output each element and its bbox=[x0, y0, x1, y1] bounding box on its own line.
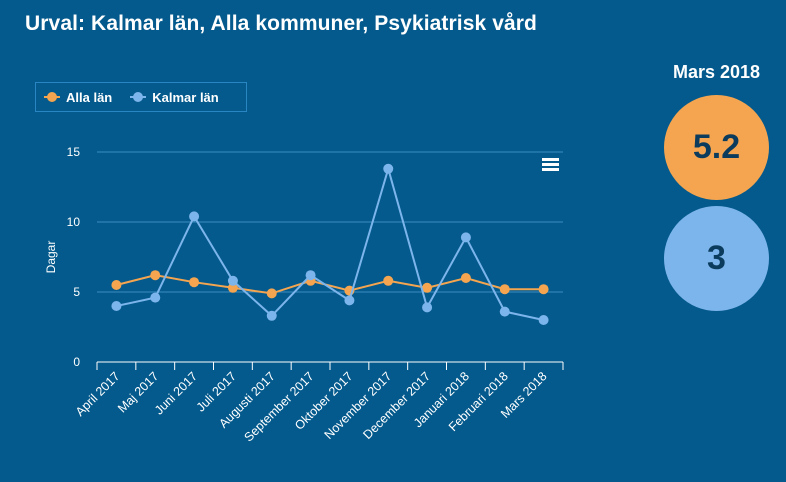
data-point-1 bbox=[227, 275, 238, 286]
y-tick-label: 10 bbox=[67, 215, 81, 229]
data-point-0 bbox=[422, 282, 433, 293]
legend-item-alla-lan[interactable]: Alla län bbox=[44, 90, 112, 105]
data-point-0 bbox=[266, 288, 277, 299]
data-point-1 bbox=[344, 295, 355, 306]
series-line-1 bbox=[116, 165, 544, 321]
data-point-1 bbox=[499, 306, 510, 317]
data-point-0 bbox=[150, 270, 161, 281]
legend-label-kalmar-lan: Kalmar län bbox=[152, 89, 219, 105]
data-point-0 bbox=[538, 284, 549, 295]
data-point-1 bbox=[538, 315, 549, 325]
legend-label-alla-lan: Alla län bbox=[66, 89, 113, 105]
data-point-0 bbox=[460, 273, 471, 283]
chart-legend: Alla län Kalmar län bbox=[35, 82, 247, 112]
page-title: Urval: Kalmar län, Alla kommuner, Psykia… bbox=[25, 12, 537, 35]
data-point-1 bbox=[422, 302, 433, 313]
data-point-0 bbox=[189, 277, 200, 288]
x-tick-label: November 2017 bbox=[322, 369, 395, 442]
summary-date: Mars 2018 bbox=[672, 62, 761, 82]
x-tick-label: April 2017 bbox=[73, 369, 123, 419]
legend-item-kalmar-lan[interactable]: Kalmar län bbox=[130, 89, 219, 105]
data-point-1 bbox=[460, 232, 471, 243]
data-point-0 bbox=[227, 282, 238, 293]
y-tick-label: 0 bbox=[73, 355, 80, 369]
y-tick-label: 5 bbox=[73, 285, 80, 299]
data-point-1 bbox=[266, 310, 277, 321]
data-point-0 bbox=[383, 275, 394, 286]
x-tick-label: Juni 2017 bbox=[152, 369, 200, 417]
x-tick-label: December 2017 bbox=[360, 369, 433, 442]
y-tick-label: 15 bbox=[67, 145, 81, 159]
data-point-0 bbox=[111, 280, 122, 290]
data-point-1 bbox=[305, 270, 316, 281]
y-axis-title: Dagar bbox=[44, 241, 58, 274]
hamburger-menu-icon[interactable] bbox=[541, 156, 561, 174]
data-point-1 bbox=[150, 292, 161, 303]
data-point-1 bbox=[383, 163, 394, 174]
summary-value-kalmar-lan: 3 bbox=[664, 206, 769, 311]
x-tick-label: September 2017 bbox=[241, 369, 316, 444]
legend-marker-alla-lan bbox=[44, 92, 60, 102]
summary-value-alla-lan: 5.2 bbox=[664, 95, 769, 200]
legend-marker-kalmar-lan bbox=[130, 92, 147, 102]
data-point-1 bbox=[111, 301, 122, 311]
data-point-1 bbox=[189, 211, 200, 222]
data-point-0 bbox=[499, 284, 510, 295]
series-line-0 bbox=[116, 274, 544, 295]
